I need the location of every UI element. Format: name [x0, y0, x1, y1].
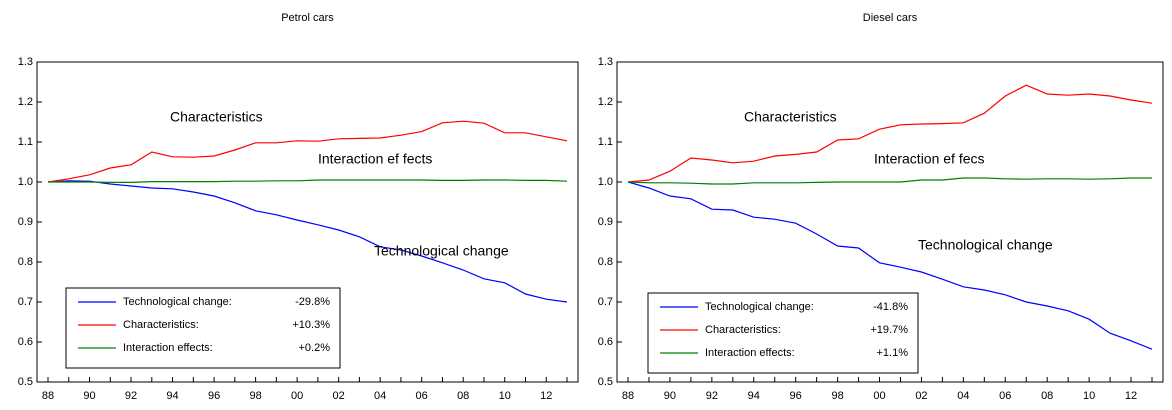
legend-box [65, 287, 341, 369]
x-tick-label: 92 [125, 390, 137, 402]
x-tick-label: 94 [748, 390, 760, 402]
y-tick-label: 1.2 [18, 96, 33, 108]
legend-change: +19.7% [870, 324, 908, 336]
x-tick-label: 08 [457, 390, 469, 402]
y-tick-label: 1.3 [598, 56, 613, 68]
x-tick-label: 10 [499, 390, 511, 402]
x-tick-label: 94 [166, 390, 178, 402]
y-tick-label: 1.0 [598, 176, 613, 188]
x-tick-label: 02 [333, 390, 345, 402]
series-line [48, 179, 568, 183]
x-tick-label: 06 [999, 390, 1011, 402]
x-tick-label: 00 [291, 390, 303, 402]
chart-title: Petrol cars [281, 12, 334, 24]
y-tick-label: 0.5 [18, 376, 33, 388]
legend-change: +0.2% [299, 342, 331, 354]
legend-change: +10.3% [292, 319, 330, 331]
legend-change: +1.1% [877, 347, 909, 359]
y-tick-label: 0.9 [18, 216, 33, 228]
x-tick-label: 04 [957, 390, 969, 402]
x-tick-label: 88 [622, 390, 634, 402]
y-tick-label: 0.8 [18, 256, 33, 268]
x-tick-label: 90 [83, 390, 95, 402]
y-tick-label: 1.3 [18, 56, 33, 68]
y-tick-label: 0.5 [598, 376, 613, 388]
y-tick-label: 1.2 [598, 96, 613, 108]
x-tick-label: 12 [540, 390, 552, 402]
legend-change: -29.8% [295, 296, 330, 308]
legend-label: Technological change: [705, 301, 814, 313]
x-tick-label: 00 [873, 390, 885, 402]
y-tick-label: 1.1 [598, 136, 613, 148]
x-tick-label: 98 [831, 390, 843, 402]
series-line [627, 84, 1153, 183]
x-tick-label: 96 [208, 390, 220, 402]
legend-label: Interaction effects: [705, 347, 795, 359]
legend-label: Characteristics: [123, 319, 199, 331]
x-tick-label: 06 [416, 390, 428, 402]
series-line [627, 181, 1153, 350]
legend-label: Interaction effects: [123, 342, 213, 354]
series-line [627, 177, 1152, 185]
x-tick-label: 02 [915, 390, 927, 402]
x-tick-label: 88 [42, 390, 54, 402]
annotation: Interaction ef fects [318, 151, 432, 167]
x-tick-label: 92 [706, 390, 718, 402]
legend-box [647, 292, 919, 374]
series-line [47, 120, 568, 183]
legend-label: Technological change: [123, 296, 232, 308]
series-line [47, 180, 568, 303]
y-tick-label: 0.6 [598, 336, 613, 348]
y-tick-label: 1.1 [18, 136, 33, 148]
x-tick-label: 96 [790, 390, 802, 402]
x-tick-label: 10 [1083, 390, 1095, 402]
x-tick-label: 90 [664, 390, 676, 402]
y-tick-label: 0.7 [598, 296, 613, 308]
y-tick-label: 0.8 [598, 256, 613, 268]
annotation: Interaction ef fecs [874, 151, 985, 167]
x-tick-label: 08 [1041, 390, 1053, 402]
annotation: Characteristics [744, 109, 837, 125]
legend-change: -41.8% [873, 301, 908, 313]
annotation: Technological change [918, 237, 1053, 253]
y-tick-label: 0.9 [598, 216, 613, 228]
x-tick-label: 04 [374, 390, 386, 402]
y-tick-label: 0.6 [18, 336, 33, 348]
y-tick-label: 1.0 [18, 176, 33, 188]
legend-label: Characteristics: [705, 324, 781, 336]
annotation: Technological change [374, 243, 509, 259]
y-tick-label: 0.7 [18, 296, 33, 308]
chart-title: Diesel cars [863, 12, 918, 24]
x-tick-label: 12 [1125, 390, 1137, 402]
x-tick-label: 98 [249, 390, 261, 402]
annotation: Characteristics [170, 109, 263, 125]
